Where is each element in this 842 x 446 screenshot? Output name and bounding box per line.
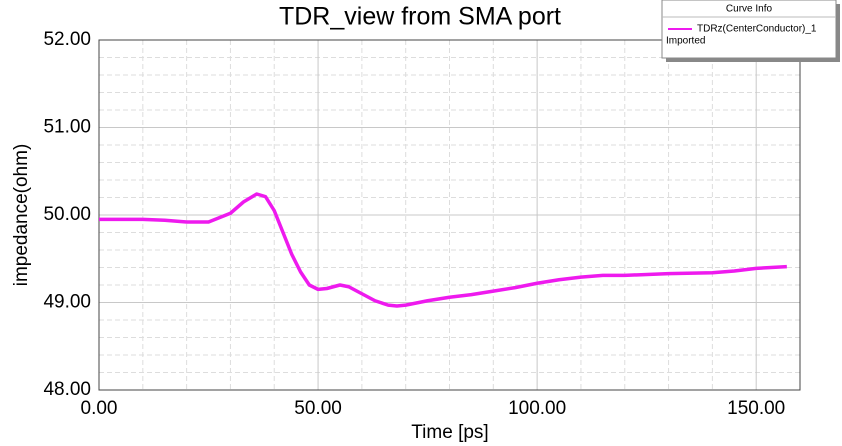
x-tick-label: 50.00 <box>294 398 342 419</box>
plot-frame <box>98 39 801 391</box>
y-tick-label: 50.00 <box>43 204 91 225</box>
y-tick-label: 48.00 <box>43 379 91 400</box>
x-tick-label: 100.00 <box>508 398 566 419</box>
x-tick-label: 150.00 <box>727 398 785 419</box>
data-line <box>99 192 787 308</box>
y-tick-label: 52.00 <box>43 29 91 50</box>
legend: Curve Info Imported TDRz(CenterConductor… <box>661 0 840 62</box>
y-tick-label: 49.00 <box>43 292 91 313</box>
x-axis-label: Time [ps] <box>411 422 488 443</box>
legend-note: Imported <box>666 36 705 47</box>
y-axis-label: impedance(ohm) <box>11 144 32 287</box>
chart-title: TDR_view from SMA port <box>279 3 561 31</box>
y-tick-label: 51.00 <box>43 117 91 138</box>
x-tick-label: 0.00 <box>81 398 118 419</box>
legend-entry: TDRz(CenterConductor)_1 <box>697 24 817 35</box>
legend-title: Curve Info <box>726 4 773 15</box>
